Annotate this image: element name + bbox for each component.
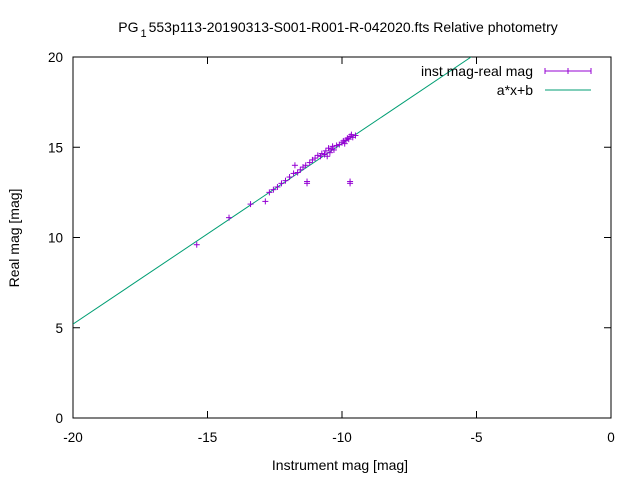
data-point bbox=[193, 241, 200, 248]
data-point bbox=[266, 189, 273, 196]
y-tick-label: 10 bbox=[48, 231, 63, 246]
data-point bbox=[291, 162, 298, 169]
fit-line bbox=[73, 57, 472, 325]
data-point bbox=[278, 180, 285, 187]
data-point bbox=[340, 137, 347, 144]
data-point bbox=[326, 149, 333, 156]
x-tick-label: -15 bbox=[198, 430, 218, 445]
data-point bbox=[352, 132, 359, 139]
chart-title-subscript: 1 bbox=[140, 28, 146, 40]
y-tick-label: 15 bbox=[48, 140, 63, 155]
chart-title-prefix: PG bbox=[118, 19, 138, 35]
x-axis-label: Instrument mag [mag] bbox=[272, 457, 408, 473]
x-tick-label: 0 bbox=[607, 430, 615, 445]
x-tick-label: -10 bbox=[332, 430, 352, 445]
data-point bbox=[306, 159, 313, 166]
legend-label-fit: a*x+b bbox=[497, 82, 533, 98]
data-point bbox=[333, 142, 340, 149]
y-tick-label: 20 bbox=[48, 50, 63, 65]
data-point bbox=[286, 174, 293, 181]
data-point bbox=[297, 166, 304, 173]
data-point bbox=[347, 178, 354, 185]
data-point bbox=[345, 136, 352, 143]
chart-title: PG 1 553p113-20190313-S001-R001-R-042020.f… bbox=[118, 19, 557, 40]
data-point bbox=[330, 146, 337, 153]
data-point bbox=[328, 146, 335, 153]
y-axis-label: Real mag [mag] bbox=[6, 189, 22, 288]
data-point bbox=[318, 150, 325, 157]
y-tick-label: 5 bbox=[55, 321, 63, 336]
data-point bbox=[226, 214, 233, 221]
plot-area bbox=[73, 57, 472, 325]
data-point bbox=[304, 178, 311, 185]
data-point bbox=[324, 153, 331, 160]
legend-label-data: inst mag-real mag bbox=[421, 63, 533, 79]
data-point bbox=[247, 201, 254, 208]
data-point bbox=[262, 198, 269, 205]
data-point bbox=[282, 177, 289, 184]
data-point bbox=[317, 153, 324, 160]
data-point bbox=[322, 147, 329, 154]
legend: inst mag-real mag a*x+b bbox=[421, 63, 592, 98]
data-point bbox=[270, 186, 277, 193]
axis-ticks: -20 -15 -10 -5 0 0 5 10 15 20 bbox=[48, 50, 615, 445]
data-point bbox=[290, 170, 297, 177]
data-point bbox=[312, 155, 319, 162]
chart-title-rest: 553p113-20190313-S001-R001-R-042020.fts … bbox=[149, 19, 558, 35]
data-point bbox=[274, 183, 281, 190]
x-tick-label: -5 bbox=[470, 430, 482, 445]
data-point bbox=[341, 140, 348, 147]
plot-frame bbox=[72, 56, 612, 419]
data-point bbox=[294, 169, 301, 176]
data-point bbox=[329, 143, 336, 150]
data-point bbox=[348, 131, 355, 138]
data-point bbox=[314, 152, 321, 159]
y-tick-label: 0 bbox=[55, 411, 63, 426]
x-tick-label: -20 bbox=[63, 430, 83, 445]
data-point bbox=[302, 162, 309, 169]
data-point bbox=[325, 145, 332, 152]
